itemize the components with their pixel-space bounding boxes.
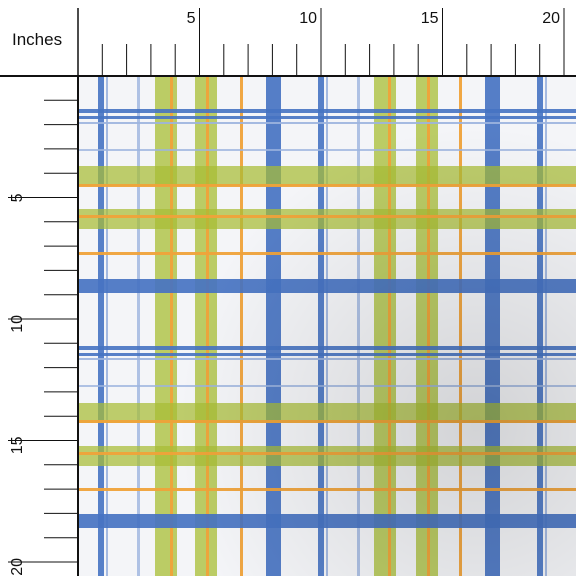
left-ruler-number: 20 — [9, 558, 26, 576]
top-ruler-number: 5 — [187, 10, 196, 27]
fabric-shading — [78, 76, 576, 576]
plaid-pattern — [78, 76, 576, 576]
top-ruler-number: 20 — [542, 10, 560, 27]
top-ruler: 5 10 15 20 — [0, 8, 576, 77]
left-ruler: 5 10 15 20 — [8, 76, 79, 576]
top-ruler-number: 10 — [299, 10, 317, 27]
left-ruler-number: 5 — [9, 193, 26, 202]
left-ruler-number: 10 — [9, 315, 26, 333]
top-ruler-number: 15 — [421, 10, 439, 27]
left-ruler-number: 15 — [9, 436, 26, 454]
units-label: Inches — [12, 30, 63, 49]
